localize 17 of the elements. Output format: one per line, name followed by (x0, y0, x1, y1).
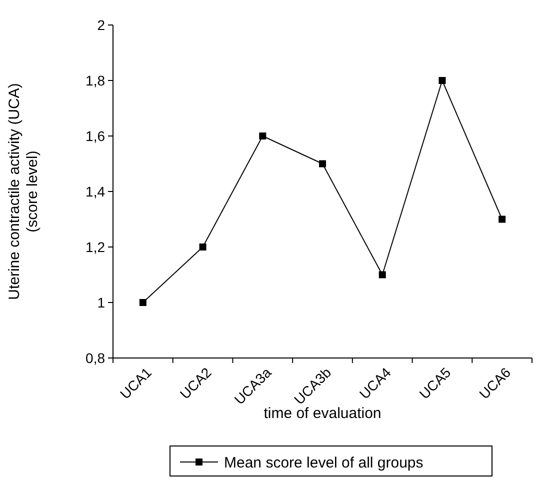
y-tick-label: 0,8 (86, 350, 106, 366)
y-tick-label: 1,6 (86, 128, 106, 144)
point (438, 77, 446, 84)
point (259, 132, 266, 140)
x-axis-title: time of evaluation (264, 405, 382, 422)
y-axis-title: Uterine contractile activity (UCA) (score level) (6, 83, 41, 300)
y-tick-label: 1,8 (86, 72, 106, 88)
y-tick-label: 1,4 (86, 183, 106, 200)
point (199, 244, 206, 250)
y-tick-label: 1 (97, 294, 106, 310)
legend-label: Mean score level of all groups (224, 454, 424, 472)
point (498, 216, 506, 223)
point (139, 299, 146, 306)
point (378, 271, 386, 278)
y-tick-label: 2 (97, 16, 106, 33)
point (319, 160, 326, 168)
y-tick-label: 1,2 (86, 238, 106, 255)
